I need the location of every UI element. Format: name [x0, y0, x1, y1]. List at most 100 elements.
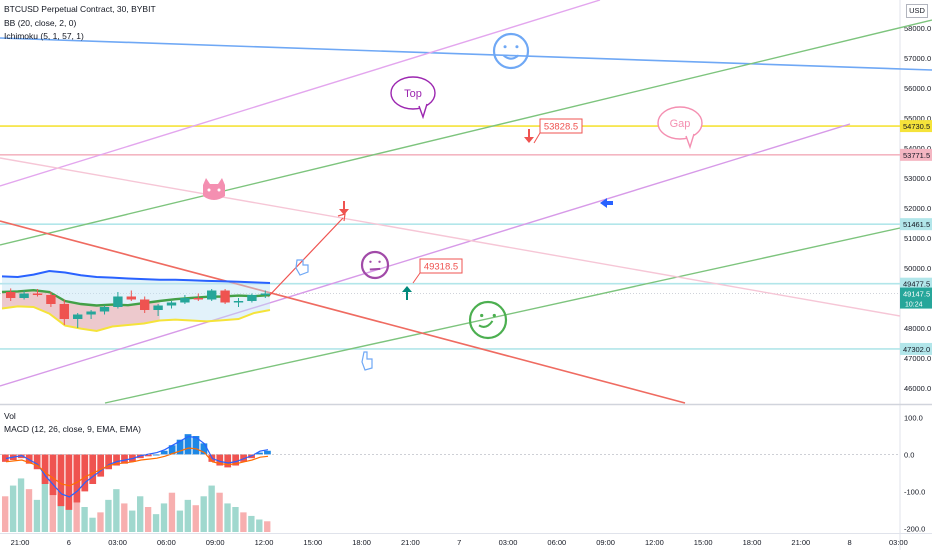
trend-layer — [0, 0, 932, 404]
macd-histogram-bar — [216, 454, 224, 466]
macd-histogram-bar — [184, 434, 192, 455]
price-note-49318: 49318.5 — [419, 258, 463, 274]
arrow-down-red-icon — [339, 201, 349, 215]
macd-histogram-bar — [73, 454, 81, 503]
volume-bar — [216, 492, 223, 532]
candle-body — [260, 293, 270, 295]
arrow-down-red-icon — [524, 129, 534, 143]
volume-bar — [144, 507, 152, 532]
trend-line — [0, 123, 851, 387]
candle-body — [233, 301, 244, 303]
volume-bar — [208, 485, 215, 532]
macd-signal-line — [5, 447, 269, 487]
macd-histogram-bar — [65, 454, 73, 510]
macd-histogram-bar — [264, 450, 271, 455]
candle-body — [99, 307, 110, 312]
time-tick-label: 21:00 — [791, 538, 810, 547]
volume-bar — [137, 496, 144, 532]
price-tick-label: 50000.0 — [904, 264, 931, 273]
countdown-label: 10:24 — [905, 302, 923, 309]
volume-bar — [248, 515, 255, 532]
vol-legend[interactable]: Vol — [4, 411, 16, 421]
price-label-layer: 54730.5 53771.5 51461.5 49477.5 47302.0 49147… — [900, 120, 932, 355]
bb-legend[interactable]: BB (20, close, 2, 0) — [4, 18, 77, 28]
candle-body — [166, 302, 177, 306]
emoji-face-outline — [468, 300, 508, 340]
currency-badge[interactable]: USD — [906, 4, 928, 18]
macd-histogram-bar — [121, 454, 128, 464]
price-note-box — [539, 118, 583, 134]
gap-bubble: Gap — [657, 106, 703, 150]
volume-bar — [232, 507, 239, 532]
time-tick-label: 7 — [457, 538, 461, 547]
macd-histogram-bar — [256, 452, 263, 455]
price-tick-label: 53000.0 — [904, 174, 931, 183]
time-tick-label: 03:00 — [108, 538, 127, 547]
last-price-label: 49147.5 — [903, 290, 930, 299]
volume-bar — [168, 492, 176, 532]
time-tick-label: 18:00 — [743, 538, 762, 547]
price-tick-label: 56000.0 — [904, 84, 931, 93]
time-tick-label: 09:00 — [206, 538, 225, 547]
macd-line — [5, 435, 269, 498]
volume-bar — [73, 482, 80, 532]
emoji-eye — [515, 45, 519, 49]
candle-layer — [6, 288, 270, 328]
level-price-label: 49477.5 — [903, 280, 930, 289]
last-price-tag — [900, 287, 932, 309]
candle-body — [113, 296, 123, 307]
volume-bar — [176, 510, 184, 532]
emoji-eye — [503, 45, 507, 49]
cat-face-shape — [203, 178, 225, 200]
volume-bar — [81, 507, 88, 532]
symbol-legend[interactable]: BTCUSD Perpetual Contract, 30, BYBIT — [4, 4, 156, 14]
bollinger-lower-line — [1, 305, 271, 333]
projection-line — [267, 217, 344, 298]
bollinger-upper-line — [1, 269, 271, 284]
candle-body — [220, 290, 230, 303]
ichimoku-cloud-fill — [2, 290, 160, 331]
volume-bar — [184, 499, 191, 532]
emoji-eye — [492, 313, 496, 318]
volume-bar — [89, 517, 96, 532]
volume-bar — [49, 460, 56, 532]
ichimoku-legend[interactable]: Ichimoku (5, 1, 57, 1) — [4, 31, 84, 41]
candle-body — [32, 293, 43, 295]
macd-histogram-bar — [200, 443, 208, 455]
projection-arrowhead — [337, 213, 346, 222]
macd-tick-label: -200.0 — [904, 524, 925, 533]
speech-bubble-tail — [685, 133, 695, 150]
price-tick-label: 51000.0 — [904, 234, 931, 243]
macd-tick-label: -100.0 — [904, 487, 925, 496]
macd-histogram-bar — [89, 454, 97, 484]
volume-bar — [25, 489, 33, 532]
macd-histogram-bar — [81, 454, 89, 492]
macd-layer — [0, 434, 900, 532]
candle-body — [19, 293, 29, 298]
price-tick-label: 48000.0 — [904, 324, 931, 333]
macd-legend[interactable]: MACD (12, 26, close, 9, EMA, EMA) — [4, 424, 141, 434]
price-note-box — [419, 258, 463, 274]
price-tick-label: 58000.0 — [904, 24, 931, 33]
volume-bar — [2, 496, 9, 532]
price-note-53828: 53828.5 — [539, 118, 583, 134]
top-bubble: Top — [390, 76, 436, 120]
macd-histogram-bar — [97, 454, 105, 477]
price-tick-label: 54000.0 — [904, 144, 931, 153]
emoji-eye — [369, 260, 372, 263]
volume-bar — [152, 514, 160, 532]
candle-body — [6, 292, 16, 298]
macd-tick-label: 0.0 — [904, 450, 914, 459]
candle-body — [73, 314, 83, 319]
price-note-text: 49318.5 — [424, 262, 458, 273]
speech-bubble-text: Top — [404, 88, 422, 100]
volume-bar — [9, 485, 17, 532]
trend-line — [0, 220, 686, 404]
volume-bar — [113, 489, 120, 532]
macd-histogram-bar — [2, 454, 9, 462]
macd-histogram-bar — [33, 454, 41, 470]
smiley-green-icon — [468, 300, 508, 340]
